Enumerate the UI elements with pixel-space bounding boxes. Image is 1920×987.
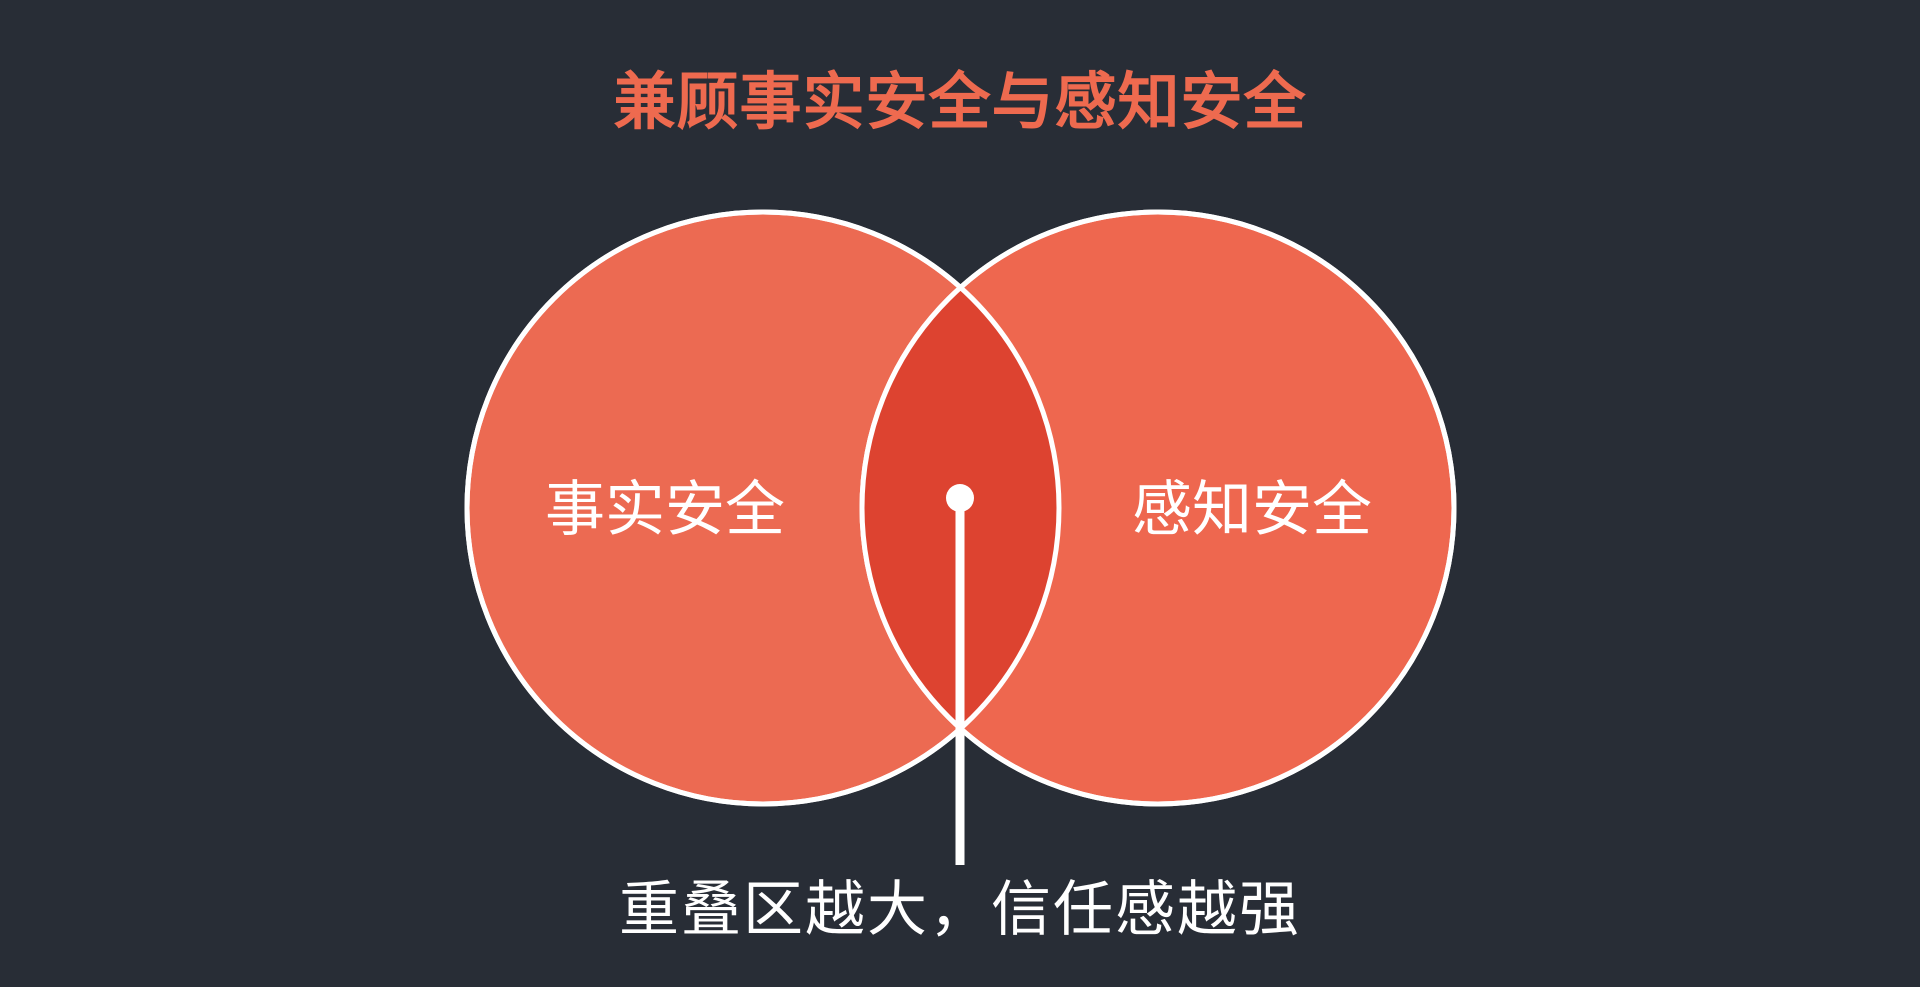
overlap-caption: 重叠区越大，信任感越强 xyxy=(619,875,1301,945)
left-circle-outline xyxy=(464,209,1062,807)
pointer-dot xyxy=(946,484,974,512)
overlap-region xyxy=(862,212,1059,804)
right-set-label: 感知安全 xyxy=(1132,475,1372,545)
slide-title: 兼顾事实安全与感知安全 xyxy=(613,65,1307,138)
right-circle-outline xyxy=(859,209,1457,807)
left-set-label: 事实安全 xyxy=(545,475,785,545)
